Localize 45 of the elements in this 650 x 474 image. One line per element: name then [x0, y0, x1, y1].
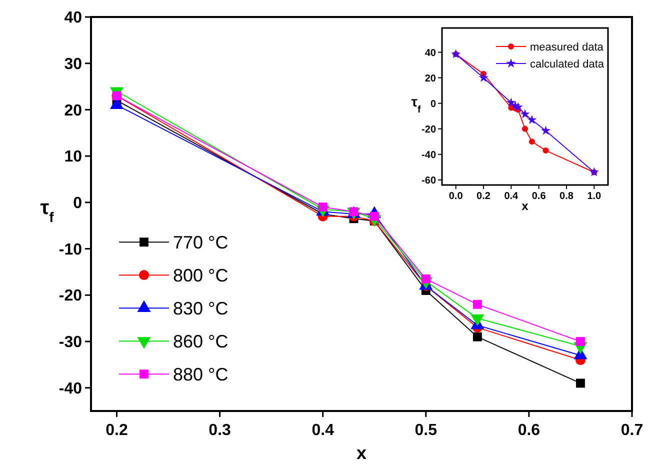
- x-tick-label: 0.4: [312, 422, 334, 439]
- y-tick-label: 0: [430, 98, 436, 110]
- y-tick-label: -10: [58, 241, 82, 258]
- y-tick-label: -40: [58, 380, 82, 398]
- y-tick-label: 0: [73, 195, 82, 212]
- legend-label: calculated data: [530, 58, 605, 70]
- legend-label: measured data: [530, 41, 604, 54]
- x-tick-label: 0.3: [208, 422, 232, 439]
- legend-label: 800 °C: [173, 265, 228, 286]
- x-tick-label: 0.4: [504, 191, 519, 202]
- x-tick-label: 1.0: [587, 191, 602, 202]
- y-tick-label: -60: [422, 175, 436, 186]
- legend-label: 770 °C: [173, 232, 228, 252]
- x-axis-title: x: [522, 199, 529, 213]
- y-axis-title: τ$_{f}$: [411, 94, 422, 115]
- y-tick-label: -20: [422, 124, 436, 136]
- y-tick-label: -20: [58, 288, 82, 305]
- point: [540, 126, 551, 135]
- y-axis-title: τ$_{f}$: [40, 197, 54, 225]
- y-tick-label: -40: [422, 150, 436, 161]
- y-tick-label: 40: [424, 48, 436, 59]
- x-tick-label: 0.8: [560, 191, 574, 202]
- y-tick-label: 10: [64, 148, 82, 166]
- y-tick-label: 20: [64, 102, 82, 120]
- x-tick-label: 0.6: [518, 422, 540, 439]
- y-tick-label: 30: [64, 56, 82, 73]
- x-tick-label: 0.6: [532, 191, 546, 202]
- point: [522, 126, 528, 132]
- point: [528, 138, 535, 145]
- x-tick-label: 0.2: [106, 422, 128, 439]
- point: [527, 114, 537, 124]
- point: [542, 148, 549, 154]
- y-tick-label: -30: [58, 334, 82, 352]
- x-tick-label: 0.0: [448, 191, 464, 202]
- point: [520, 109, 530, 118]
- y-tick-label: 20: [424, 73, 436, 84]
- point: [478, 72, 488, 82]
- x-tick-label: 0.7: [620, 422, 644, 439]
- legend-label: 880 °C: [173, 364, 228, 384]
- x-axis-title: x: [356, 443, 367, 463]
- x-tick-label: 0.5: [414, 422, 438, 439]
- x-tick-label: 0.2: [476, 191, 491, 202]
- legend-label: 860 °C: [173, 331, 228, 352]
- legend-label: 830 °C: [173, 298, 228, 318]
- y-tick-label: 40: [64, 10, 82, 27]
